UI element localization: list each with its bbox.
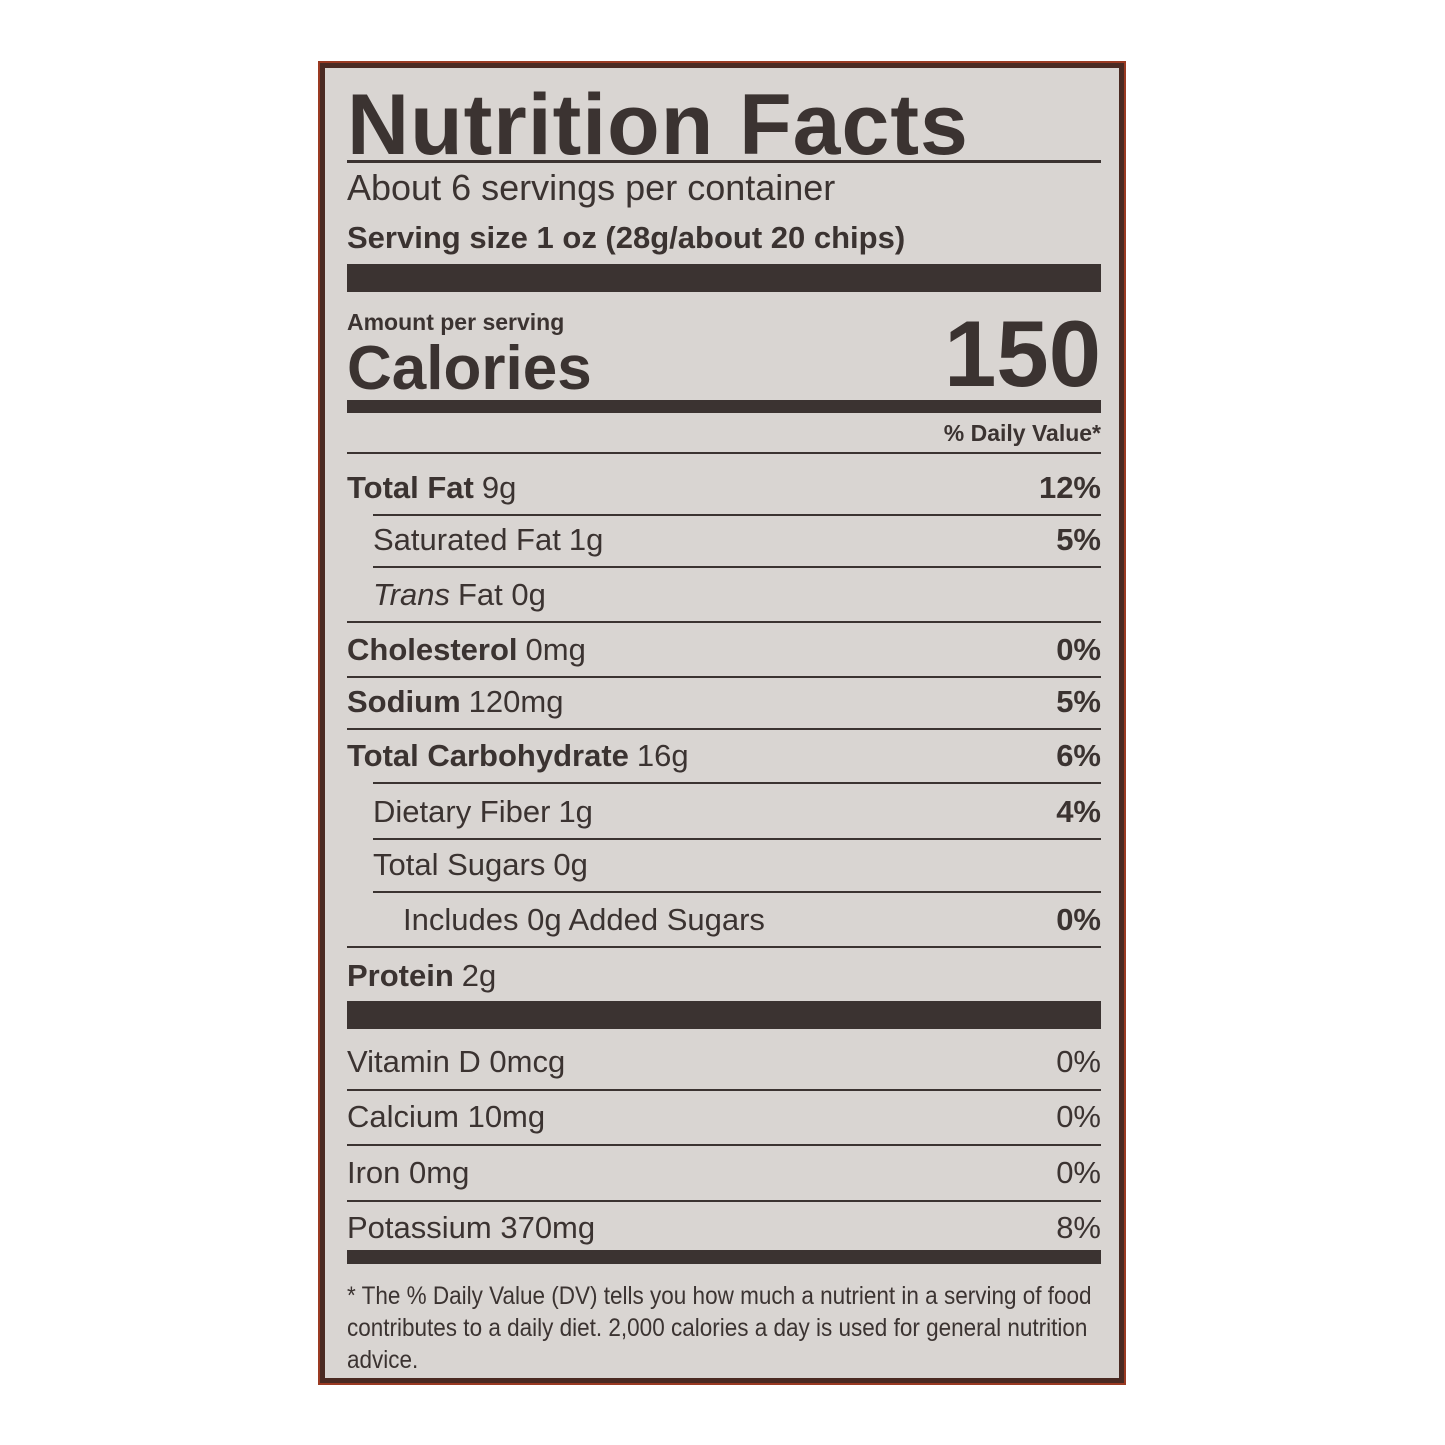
nutrient-amount: 2g	[461, 958, 497, 993]
nutrient-row: Total Carbohydrate 16g 6%	[347, 736, 1101, 776]
nutrient-row: Sodium 120mg 5%	[347, 682, 1101, 722]
nutrient-amount: Fat 0g	[457, 577, 546, 612]
vitamin-daily-value: 0%	[1056, 1044, 1101, 1079]
nutrient-daily-value: 5%	[1056, 684, 1101, 719]
nutrient-row: Total Fat 9g 12%	[347, 468, 1101, 508]
nutrient-daily-value: 0%	[1056, 632, 1101, 667]
divider	[347, 946, 1101, 948]
vitamin-label: Calcium 10mg	[347, 1099, 546, 1134]
nutrient-name: Saturated Fat	[373, 522, 561, 557]
vitamin-label: Potassium 370mg	[347, 1210, 596, 1245]
calories-label: Calories	[347, 334, 592, 403]
vitamin-label: Vitamin D 0mcg	[347, 1044, 566, 1079]
calories-value: 150	[944, 301, 1101, 406]
nutrient-name: Sodium	[347, 684, 461, 719]
serving-size: Serving size 1 oz (28g/about 20 chips)	[347, 220, 906, 255]
medium-divider	[347, 400, 1101, 413]
divider	[347, 160, 1101, 163]
nutrient-daily-value: 12%	[1038, 470, 1101, 505]
nutrient-name: Cholesterol	[347, 632, 518, 667]
nutrient-name: Total Carbohydrate	[347, 738, 629, 773]
nutrient-row: Trans Fat 0g	[373, 575, 1101, 615]
nutrient-amount: 16g	[636, 738, 689, 773]
nutrient-amount: 1g	[568, 522, 604, 557]
label-title: Nutrition Facts	[347, 77, 969, 173]
nutrient-row: Protein 2g	[347, 956, 1101, 996]
nutrient-row: Total Sugars 0g	[373, 845, 1101, 885]
nutrient-daily-value: 0%	[1056, 902, 1101, 937]
vitamin-row: Calcium 10mg 0%	[347, 1097, 1101, 1137]
daily-value-header: % Daily Value*	[943, 420, 1101, 446]
nutrient-daily-value: 6%	[1056, 738, 1101, 773]
nutrient-name: Total Sugars	[373, 847, 546, 882]
divider	[347, 621, 1101, 623]
divider	[347, 676, 1101, 678]
nutrient-row: Saturated Fat 1g 5%	[373, 520, 1101, 560]
divider	[347, 1144, 1101, 1146]
divider	[347, 452, 1101, 454]
nutrient-name: Total Fat	[347, 470, 474, 505]
servings-per-container: About 6 servings per container	[347, 167, 836, 208]
vitamin-label: Iron 0mg	[347, 1155, 470, 1190]
thick-divider	[347, 1001, 1101, 1029]
nutrient-amount: 0g	[553, 847, 588, 882]
divider	[347, 1089, 1101, 1091]
medium-divider	[347, 1250, 1101, 1264]
nutrient-name: Protein	[347, 958, 454, 993]
nutrition-facts-label: Nutrition Facts About 6 servings per con…	[320, 63, 1124, 1383]
nutrient-name: Includes 0g Added Sugars	[403, 902, 765, 937]
vitamin-row: Potassium 370mg 8%	[347, 1208, 1101, 1248]
nutrient-row: Dietary Fiber 1g 4%	[373, 792, 1101, 832]
thick-divider	[347, 264, 1101, 292]
divider	[347, 1200, 1101, 1202]
nutrient-amount: 0mg	[525, 632, 586, 667]
divider	[373, 566, 1101, 568]
nutrient-name: Trans	[373, 577, 450, 612]
nutrient-daily-value: 5%	[1056, 522, 1101, 557]
footnote: * The % Daily Value (DV) tells you how m…	[347, 1282, 1092, 1374]
nutrient-amount: 1g	[558, 794, 593, 829]
nutrient-amount: 9g	[481, 470, 517, 505]
nutrient-row: Includes 0g Added Sugars 0%	[403, 900, 1101, 940]
divider	[373, 514, 1101, 516]
vitamin-row: Vitamin D 0mcg 0%	[347, 1042, 1101, 1082]
nutrient-daily-value: 4%	[1056, 794, 1101, 829]
nutrient-name: Dietary Fiber	[373, 794, 551, 829]
divider	[373, 782, 1101, 784]
vitamin-row: Iron 0mg 0%	[347, 1153, 1101, 1193]
nutrient-amount: 120mg	[468, 684, 564, 719]
vitamin-daily-value: 8%	[1056, 1210, 1101, 1245]
vitamin-daily-value: 0%	[1056, 1155, 1101, 1190]
divider	[373, 838, 1101, 840]
vitamin-daily-value: 0%	[1056, 1099, 1101, 1134]
divider	[347, 728, 1101, 730]
divider	[373, 891, 1101, 893]
nutrient-row: Cholesterol 0mg 0%	[347, 630, 1101, 670]
amount-per-serving: Amount per serving	[347, 309, 565, 335]
